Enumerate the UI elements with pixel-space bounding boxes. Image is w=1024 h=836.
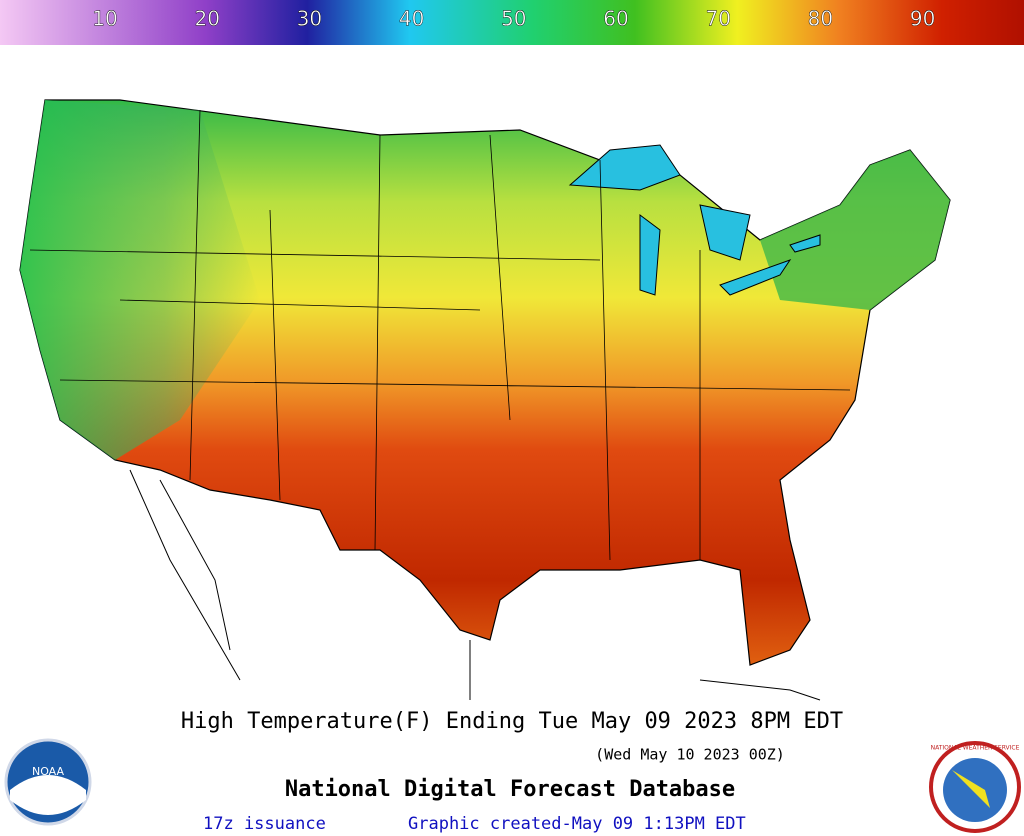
lake-ontario — [789, 234, 821, 253]
color-scale — [0, 0, 1024, 45]
lake-superior — [568, 144, 681, 191]
subtitle: (Wed May 10 2023 00Z) — [595, 746, 785, 764]
legend-label: 60 — [603, 7, 628, 31]
west-cool-region — [20, 100, 260, 460]
legend-label: 70 — [705, 7, 730, 31]
legend-label: 50 — [501, 7, 526, 31]
legend-label: 10 — [92, 7, 117, 31]
issuance: 17z issuance — [203, 814, 326, 834]
noaa-text: NOAA — [32, 765, 65, 778]
northeast-cool-region — [760, 150, 950, 310]
legend-label: 80 — [808, 7, 833, 31]
neighbor-outlines — [129, 469, 821, 701]
legend-labels: 10 20 30 40 50 60 70 80 90 — [92, 6, 935, 31]
nws-text: NATIONAL WEATHER SERVICE — [931, 745, 1020, 752]
lake-erie — [719, 259, 792, 296]
legend-label: 30 — [297, 7, 322, 31]
lake-huron — [699, 204, 751, 261]
source: National Digital Forecast Database — [285, 777, 735, 802]
nws-logo: NATIONAL WEATHER SERVICE — [929, 741, 1021, 833]
legend-label: 90 — [910, 7, 935, 31]
great-lakes — [568, 144, 821, 296]
legend-label: 20 — [194, 7, 219, 31]
created: Graphic created-May 09 1:13PM EDT — [408, 814, 746, 834]
title: High Temperature(F) Ending Tue May 09 20… — [181, 709, 843, 734]
lake-michigan — [639, 214, 661, 296]
state-lines — [29, 109, 851, 561]
noaa-logo: NOAA — [4, 738, 92, 826]
legend-label: 40 — [399, 7, 424, 31]
